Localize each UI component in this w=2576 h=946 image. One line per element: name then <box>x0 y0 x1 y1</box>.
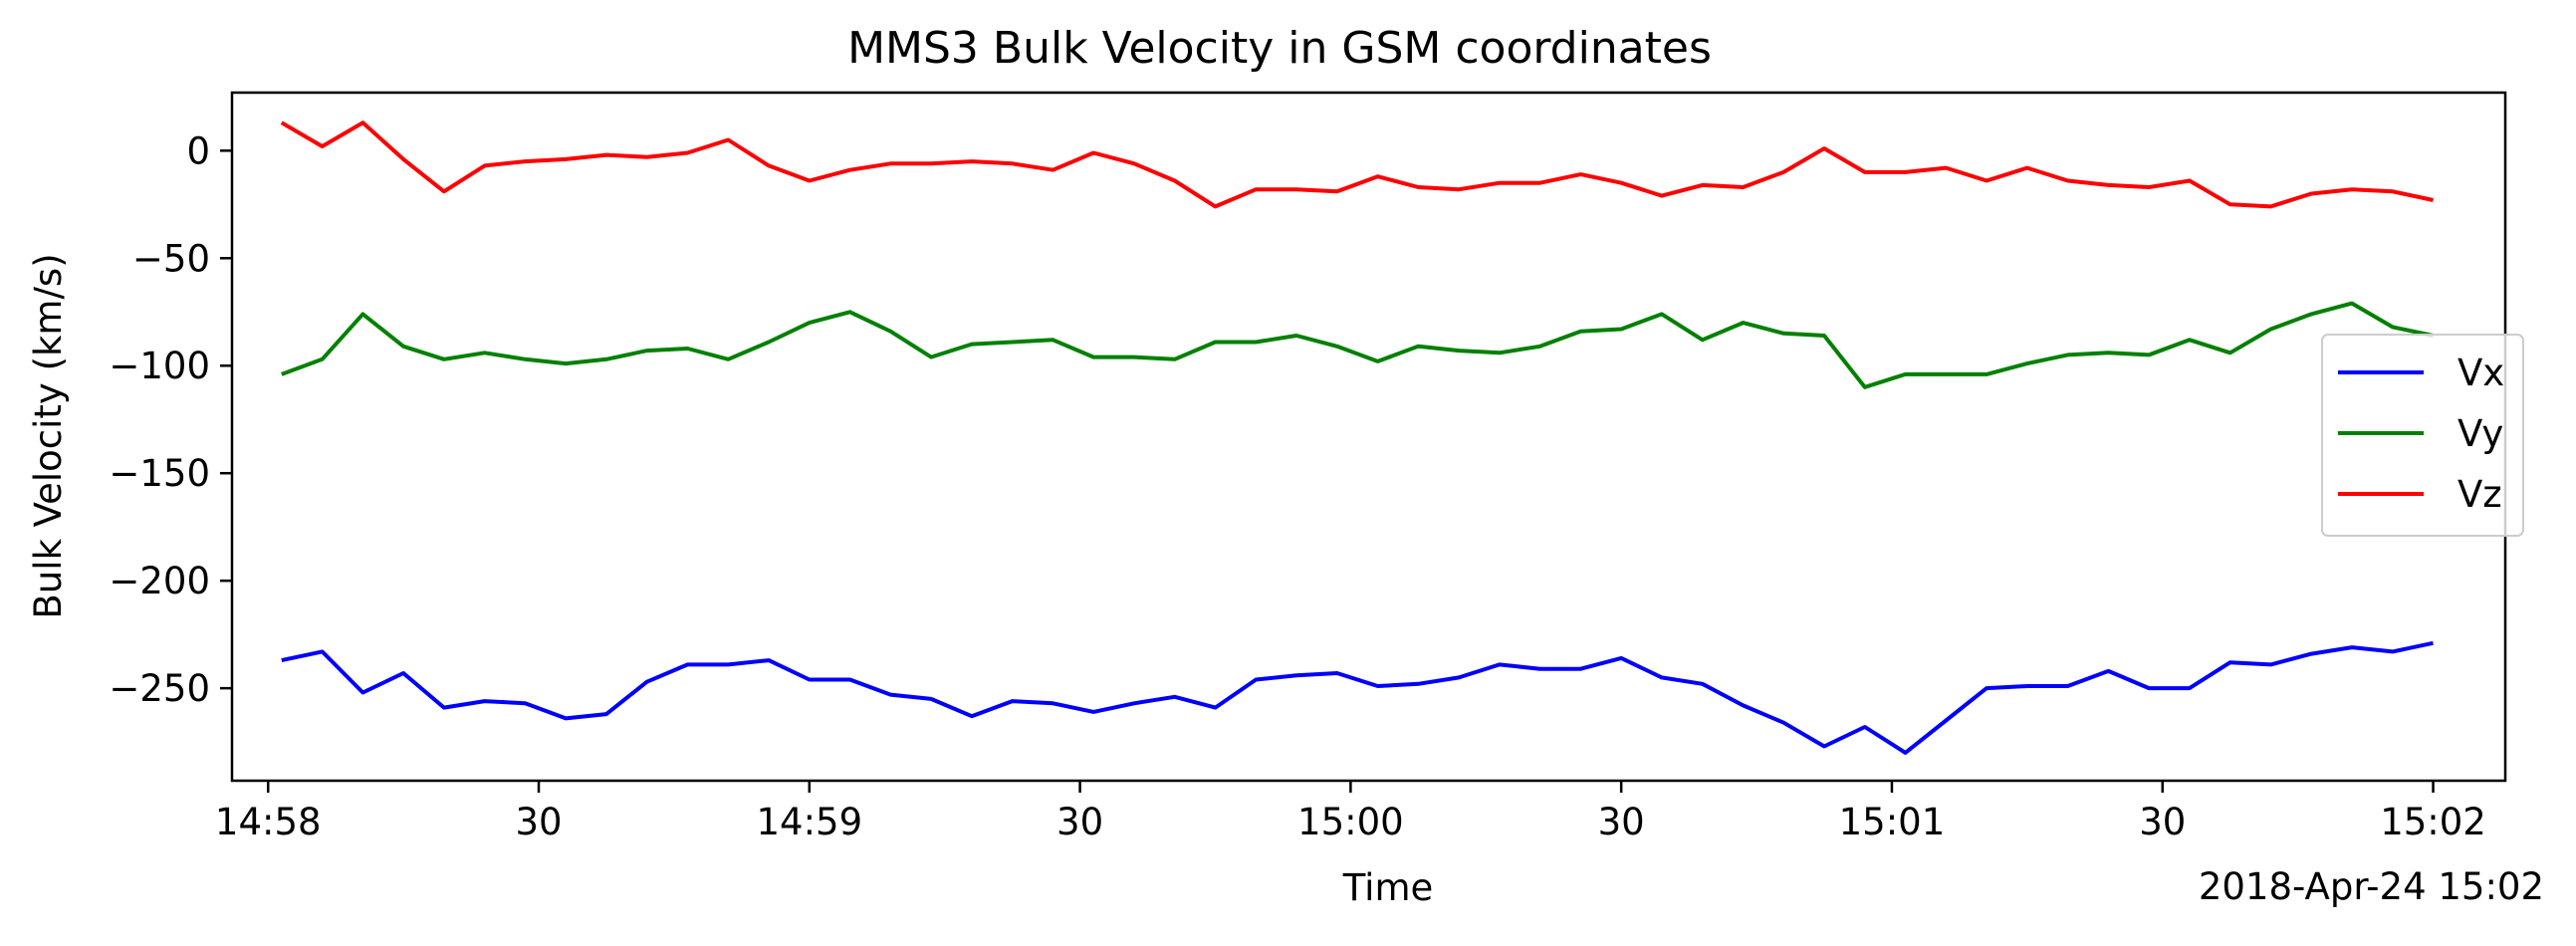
x-axis-label: Time <box>1342 866 1434 909</box>
x-tick-label: 30 <box>1598 801 1645 843</box>
legend-label-vy: Vy <box>2458 412 2503 455</box>
x-tick-label: 30 <box>2139 801 2186 843</box>
x-tick-label: 30 <box>515 801 562 843</box>
x-tick-label: 30 <box>1056 801 1103 843</box>
y-tick-label: −200 <box>109 560 210 602</box>
y-axis-label: Bulk Velocity (km/s) <box>27 253 70 618</box>
y-tick-label: −50 <box>132 237 210 280</box>
x-tick-label: 14:58 <box>215 801 322 843</box>
x-tick-label: 14:59 <box>756 801 862 843</box>
x-tick-label: 15:00 <box>1297 801 1404 843</box>
y-tick-label: 0 <box>186 129 210 172</box>
y-tick-label: −250 <box>109 667 210 710</box>
legend-label-vz: Vz <box>2458 473 2502 516</box>
legend-label-vx: Vx <box>2458 352 2504 394</box>
x-tick-label: 15:01 <box>1839 801 1946 843</box>
y-tick-label: −100 <box>109 345 210 387</box>
x-tick-label: 15:02 <box>2380 801 2486 843</box>
y-tick-label: −150 <box>109 452 210 495</box>
date-label: 2018-Apr-24 15:02 <box>2199 865 2544 908</box>
chart-title: MMS3 Bulk Velocity in GSM coordinates <box>847 23 1712 74</box>
legend: Vx Vy Vz <box>2322 335 2523 536</box>
